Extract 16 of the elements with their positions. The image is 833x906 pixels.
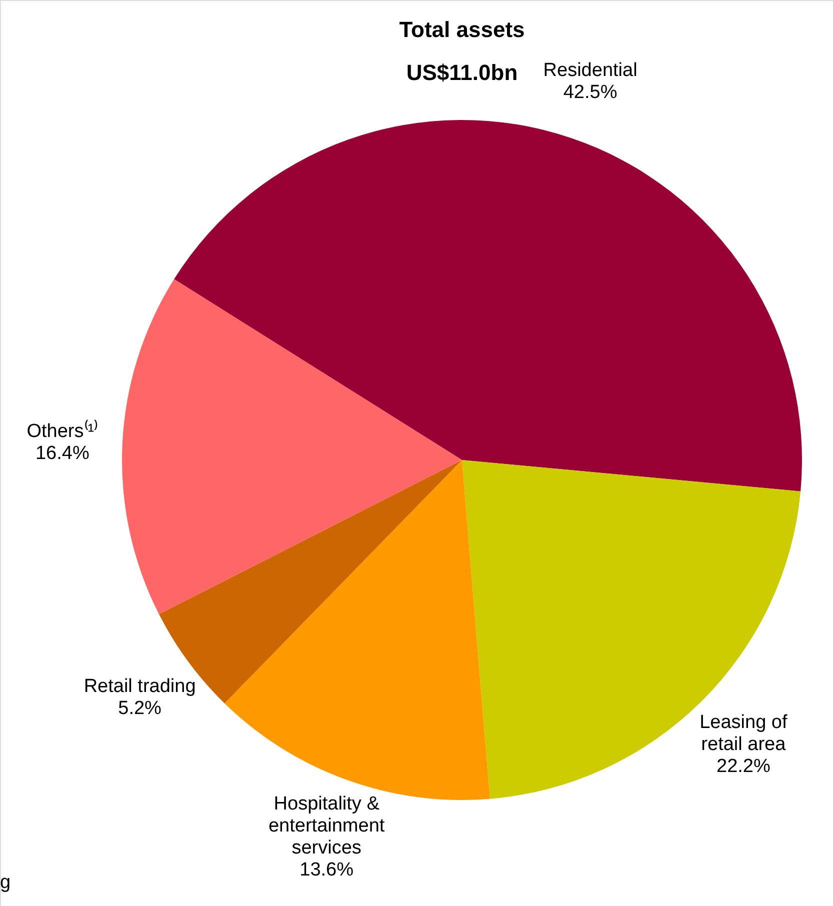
data-label: 42.5% [563, 82, 618, 104]
chart-subtitle: US$11.0bn [406, 60, 518, 85]
pie-slice [462, 460, 801, 799]
pie-slice [122, 279, 462, 614]
slice-label: Others⁽¹⁾ [26, 418, 98, 442]
chart-title: Total assets [399, 17, 525, 42]
data-label: 13.6% [300, 859, 354, 880]
slice-label: Hospitality & entertainment services [268, 793, 386, 858]
data-label: 5.2% [118, 698, 162, 720]
text: g [0, 872, 11, 893]
data-label: 22.2% [716, 756, 770, 778]
slice-label: Leasing of retail area [700, 712, 788, 756]
pie-slice [174, 120, 802, 492]
slice-label: Residential [543, 60, 638, 82]
data-label: 16.4% [35, 442, 90, 464]
slice-label: Retail trading [84, 676, 196, 698]
